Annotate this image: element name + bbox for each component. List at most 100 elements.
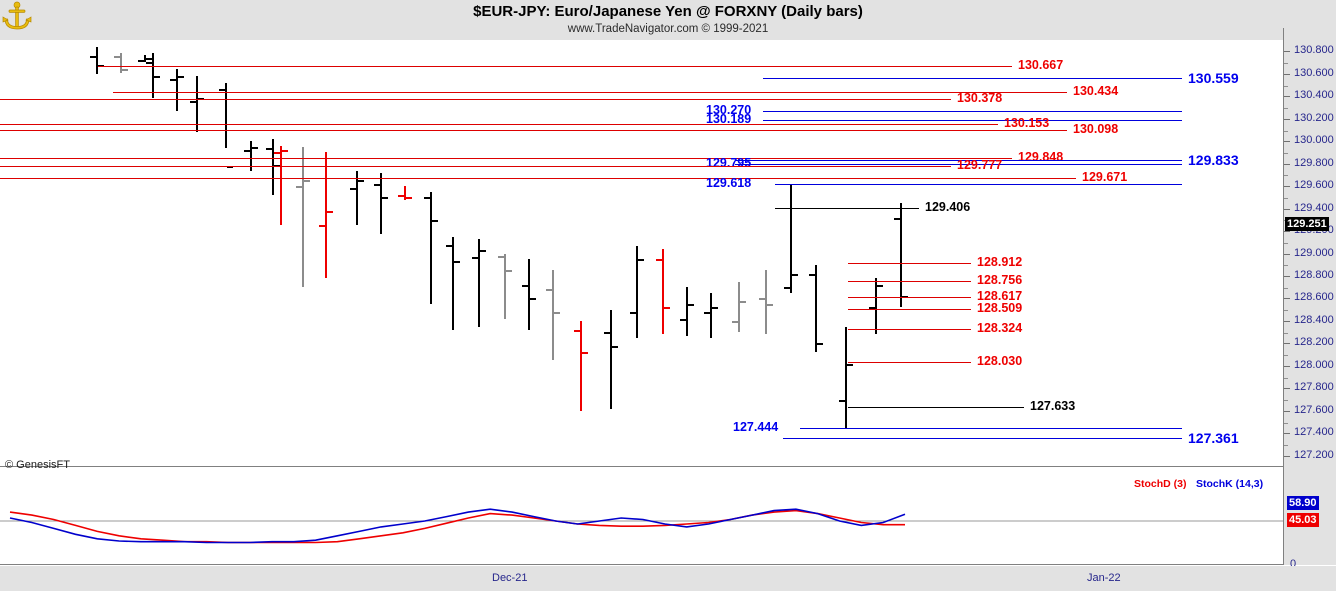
ohlc-bar: [152, 53, 154, 99]
price-axis-tick-label: 129.800: [1294, 156, 1334, 169]
ohlc-open-tick: [296, 186, 302, 189]
price-level-line: [0, 158, 1012, 160]
ohlc-open-tick: [274, 152, 280, 155]
ohlc-bar: [196, 75, 198, 133]
ohlc-open-tick: [732, 320, 738, 323]
price-axis-tick: [1284, 365, 1290, 367]
price-axis-tick: [1284, 388, 1290, 390]
price-axis-tick: [1284, 253, 1290, 255]
ohlc-bar: [528, 259, 530, 330]
price-axis[interactable]: 130.800 130.600 130.400 130.200 130.000 129.8…: [1283, 28, 1336, 469]
ohlc-open-tick: [114, 55, 120, 58]
ohlc-open-tick: [424, 197, 430, 200]
ohlc-bar: [404, 186, 406, 200]
ohlc-bar: [325, 152, 327, 279]
price-axis-minor-tick: [1284, 332, 1288, 334]
price-axis-minor-tick: [1284, 445, 1288, 447]
ohlc-open-tick: [630, 311, 636, 314]
price-chart-pane[interactable]: [0, 40, 1283, 467]
price-axis-tick-label: 129.000: [1294, 246, 1334, 259]
ohlc-open-tick: [319, 225, 325, 228]
price-level-label: 127.444: [733, 420, 779, 435]
price-axis-minor-tick: [1284, 130, 1288, 132]
ohlc-bar: [636, 245, 638, 338]
price-axis-tick-label: 127.400: [1294, 426, 1334, 439]
price-level-line: [783, 437, 1182, 439]
price-level-line: [848, 296, 971, 298]
ohlc-close-tick: [554, 311, 560, 314]
price-level-label: 130.434: [1073, 84, 1119, 99]
price-level-label: 130.270: [706, 102, 752, 117]
stochd-value: 45.03: [1287, 513, 1319, 527]
price-axis-tick: [1284, 163, 1290, 165]
price-level-label: 127.361: [1188, 429, 1239, 446]
chart-subtitle: www.TradeNavigator.com © 1999-2021: [567, 23, 769, 35]
price-level-label: 128.912: [977, 255, 1023, 270]
date-label-dec: Dec-21: [492, 572, 528, 584]
price-level-label: 128.756: [977, 272, 1023, 287]
price-level-label: 129.406: [925, 199, 971, 214]
ohlc-open-tick: [266, 147, 272, 150]
ohlc-bar: [356, 171, 358, 226]
stochastic-series-line: [9, 508, 906, 544]
ohlc-open-tick: [604, 332, 610, 335]
ohlc-open-tick: [680, 318, 686, 321]
price-axis-tick-label: 128.200: [1294, 336, 1334, 349]
date-axis: [0, 566, 1336, 591]
price-axis-minor-tick: [1284, 400, 1288, 402]
price-level-label: 130.378: [957, 90, 1003, 105]
ohlc-bar: [845, 326, 847, 429]
stochastic-zero-label: 0: [1290, 558, 1297, 570]
price-level-label: 128.509: [977, 300, 1023, 315]
ohlc-close-tick: [122, 69, 128, 72]
ohlc-open-tick: [839, 399, 845, 402]
date-label-jan: Jan-22: [1087, 572, 1121, 584]
price-axis-minor-tick: [1284, 175, 1288, 177]
price-axis-minor-tick: [1284, 287, 1288, 289]
stochd-legend: StochD (3): [1134, 478, 1187, 490]
ohlc-bar: [452, 236, 454, 330]
price-level-line: [735, 159, 1182, 161]
price-level-line: [848, 280, 971, 282]
price-axis-tick: [1284, 118, 1290, 120]
price-level-label: 129.795: [706, 156, 752, 171]
price-axis-minor-tick: [1284, 85, 1288, 87]
price-axis-minor-tick: [1284, 152, 1288, 154]
current-price-marker: 129.251: [1285, 217, 1329, 232]
price-axis-tick: [1284, 275, 1290, 277]
stochk-legend: StochK (14,3): [1196, 478, 1264, 490]
ohlc-bar: [815, 264, 817, 353]
price-level-line: [0, 178, 1076, 180]
ohlc-close-tick: [612, 345, 618, 348]
price-axis-tick: [1284, 186, 1290, 188]
stochastic-pane[interactable]: [0, 468, 1283, 565]
price-level-label: 130.098: [1073, 122, 1119, 137]
price-axis-tick-label: 127.600: [1294, 403, 1334, 416]
ohlc-close-tick: [252, 146, 258, 149]
ohlc-close-tick: [358, 180, 364, 183]
ohlc-bar: [765, 270, 767, 335]
ohlc-open-tick: [190, 100, 196, 103]
ohlc-bar: [686, 287, 688, 336]
price-level-line: [775, 207, 919, 209]
header-band: [0, 0, 1336, 40]
ohlc-bar: [662, 249, 664, 335]
ohlc-open-tick: [574, 329, 580, 332]
ohlc-open-tick: [138, 60, 144, 63]
price-axis-tick-label: 130.400: [1294, 89, 1334, 102]
ohlc-close-tick: [480, 250, 486, 253]
price-level-line: [98, 66, 1012, 68]
price-axis-minor-tick: [1284, 265, 1288, 267]
price-axis-tick: [1284, 208, 1290, 210]
price-axis-tick-label: 128.400: [1294, 313, 1334, 326]
ohlc-bar: [280, 145, 282, 226]
price-level-line: [735, 164, 1182, 166]
ohlc-open-tick: [784, 287, 790, 290]
price-level-line: [0, 130, 1067, 132]
price-axis-tick-label: 128.000: [1294, 358, 1334, 371]
price-axis-tick-label: 127.200: [1294, 448, 1334, 461]
price-axis-minor-tick: [1284, 422, 1288, 424]
price-axis-tick: [1284, 455, 1290, 457]
ohlc-bar: [738, 281, 740, 333]
ohlc-close-tick: [792, 273, 798, 276]
